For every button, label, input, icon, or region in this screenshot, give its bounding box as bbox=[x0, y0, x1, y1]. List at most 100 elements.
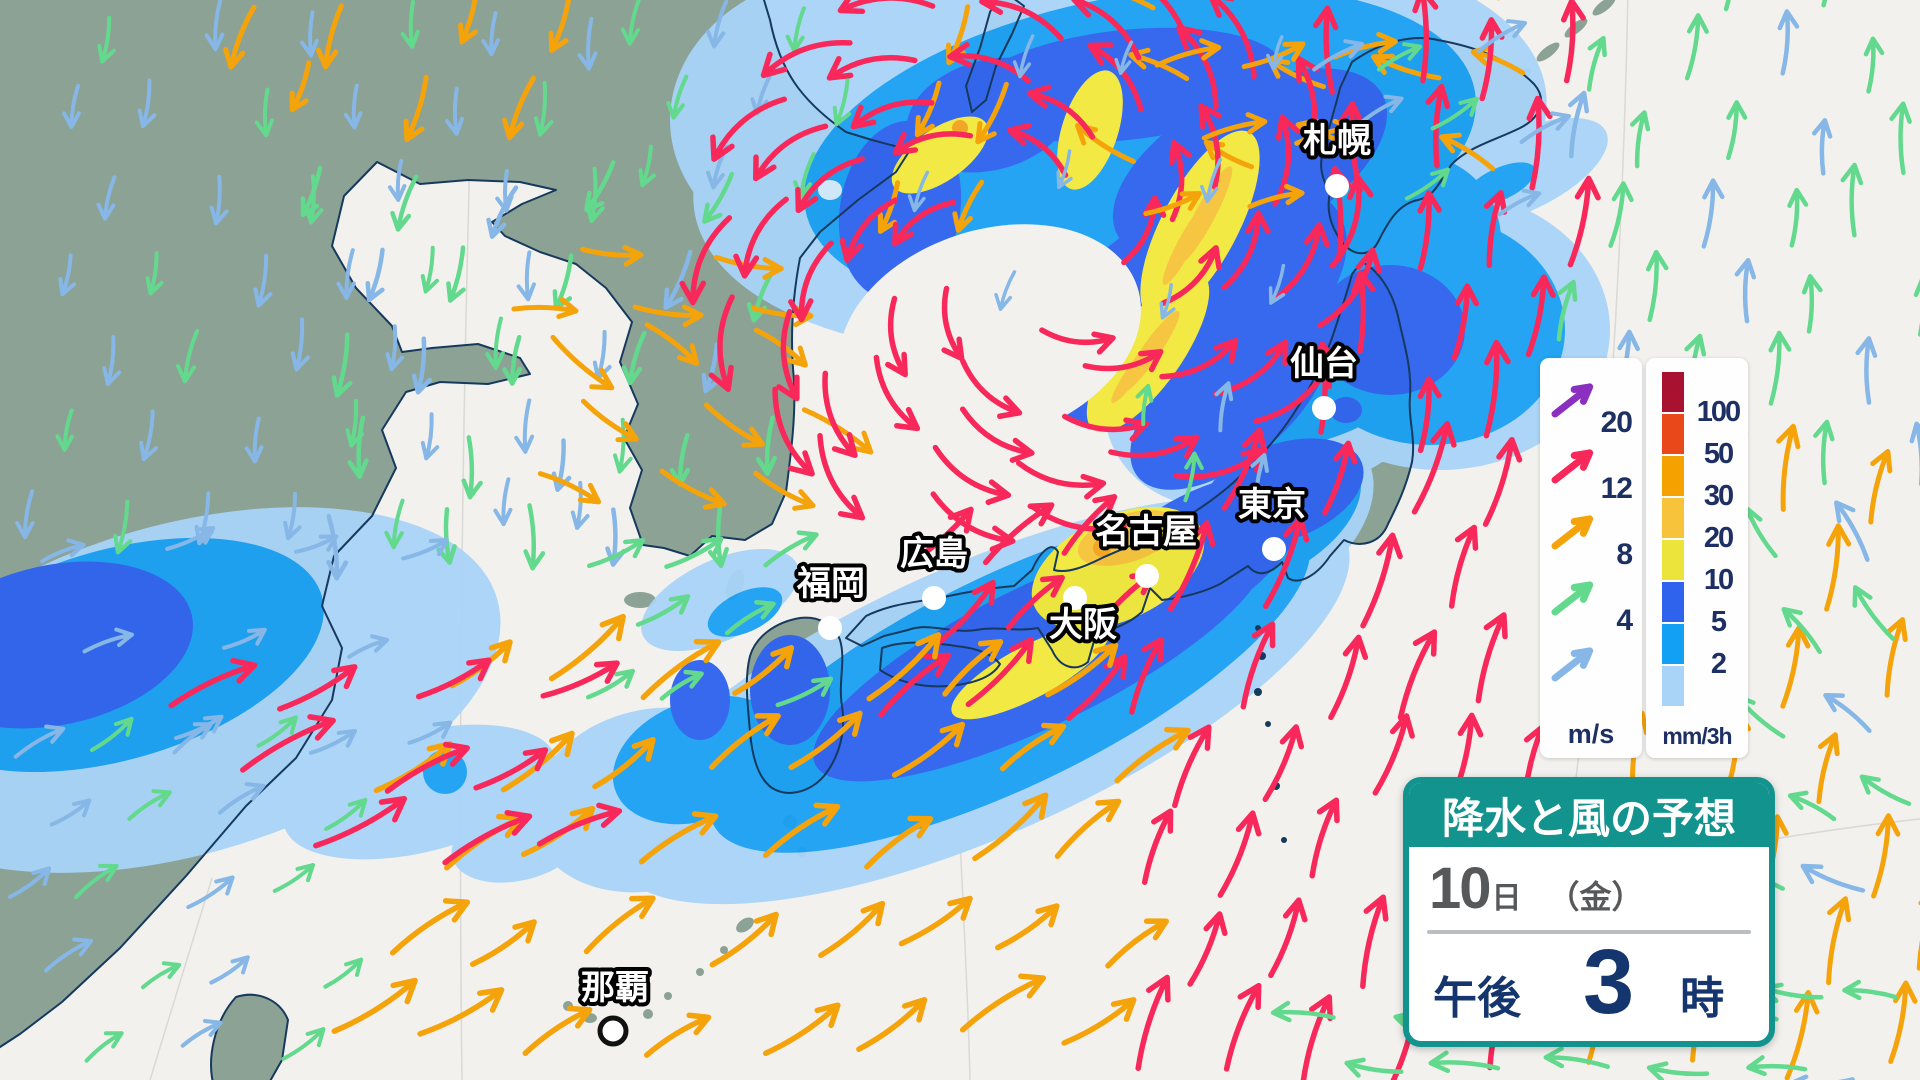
wind-arrow bbox=[995, 903, 1060, 951]
wind-arrow bbox=[1909, 421, 1920, 487]
wind-arrow bbox=[407, 720, 453, 745]
wind-arrow bbox=[444, 86, 464, 136]
precip-color-block bbox=[1662, 624, 1684, 664]
wind-arrow bbox=[1397, 629, 1438, 721]
wind-arrow bbox=[1417, 376, 1442, 454]
divider bbox=[1427, 930, 1751, 934]
precip-threshold-value: 10 bbox=[1703, 564, 1734, 596]
wind-arrow bbox=[701, 342, 721, 394]
wind-arrow bbox=[620, 0, 641, 46]
wind-arrow bbox=[994, 270, 1017, 311]
city-dot bbox=[597, 1015, 629, 1047]
wind-arrow bbox=[209, 955, 250, 985]
date-day-suffix: 日 bbox=[1491, 882, 1522, 915]
time-period: 午後 bbox=[1433, 974, 1521, 1023]
wind-arrow bbox=[1404, 167, 1450, 201]
wind-arrow bbox=[914, 80, 942, 138]
wind-arrow bbox=[1005, 574, 1065, 631]
wind-arrow bbox=[1328, 634, 1369, 721]
precip-threshold-value: 2 bbox=[1710, 648, 1727, 680]
wind-arrow bbox=[548, 613, 626, 682]
wind-arrow bbox=[877, 180, 901, 234]
wind-arrow bbox=[1787, 1074, 1855, 1080]
wind-arrow bbox=[709, 911, 779, 968]
wind-arrow bbox=[577, 16, 598, 71]
wind-arrow bbox=[972, 792, 1049, 862]
wind-arrow bbox=[222, 627, 267, 650]
wind-arrow bbox=[1300, 994, 1333, 1080]
wind-arrow bbox=[1268, 263, 1286, 305]
wind-arrow bbox=[516, 250, 536, 302]
wind-arrow bbox=[256, 715, 298, 748]
wind-arrow bbox=[165, 526, 216, 551]
precip-color-block bbox=[1662, 498, 1684, 538]
wind-arrow bbox=[442, 809, 533, 866]
wind-arrow bbox=[892, 199, 956, 247]
precipitation-layer-shape-shape bbox=[0, 561, 193, 729]
wind-arrow bbox=[640, 638, 722, 701]
wind-arrow bbox=[1823, 692, 1872, 734]
wind-arrow bbox=[1266, 35, 1284, 71]
wind-arrow bbox=[336, 248, 356, 300]
wind-arrow bbox=[90, 716, 134, 752]
wind-arrow bbox=[708, 294, 735, 393]
wind-arrow bbox=[1172, 724, 1212, 809]
wind-arrow bbox=[1114, 726, 1191, 784]
city-label: 東京 bbox=[1238, 486, 1306, 524]
wind-arrow bbox=[387, 158, 407, 202]
city-dot bbox=[1262, 537, 1286, 561]
wind-arrow bbox=[1871, 813, 1901, 899]
wind-arrow bbox=[145, 251, 164, 296]
wind-legend-arrow-icon bbox=[1551, 449, 1594, 484]
wind-arrow bbox=[1551, 449, 1594, 484]
wind-arrow bbox=[137, 78, 157, 129]
wind-arrow bbox=[1888, 980, 1918, 1064]
wind-arrow bbox=[837, 0, 936, 15]
wind-legend-row: 12 bbox=[1540, 430, 1642, 505]
wind-arrow bbox=[139, 409, 158, 462]
wind-arrow bbox=[1556, 279, 1578, 342]
city-dot bbox=[922, 586, 946, 610]
wind-arrow bbox=[1784, 989, 1820, 1080]
city-dot bbox=[1135, 564, 1159, 588]
wind-arrow bbox=[217, 782, 266, 815]
wind-arrow bbox=[1012, 34, 1035, 79]
wind-arrow bbox=[1221, 210, 1271, 291]
wind-arrow bbox=[1497, 188, 1542, 217]
wind-arrow bbox=[223, 4, 257, 70]
wind-arrow bbox=[932, 444, 1012, 505]
wind-arrow bbox=[832, 74, 852, 127]
wind-arrow bbox=[1198, 103, 1223, 190]
wind-arrow bbox=[1746, 1055, 1808, 1077]
wind-arrow bbox=[62, 83, 81, 129]
wind-arrow bbox=[283, 491, 302, 541]
wind-arrow bbox=[959, 406, 1035, 463]
wind-arrow bbox=[1187, 911, 1228, 987]
wind-arrow bbox=[1868, 449, 1893, 525]
wind-arrow bbox=[1780, 625, 1811, 709]
wind-arrow bbox=[522, 1005, 593, 1056]
land-shape bbox=[664, 992, 672, 1000]
wind-arrow bbox=[209, 174, 229, 226]
wind-arrow bbox=[1551, 647, 1594, 682]
wind-arrow bbox=[1776, 423, 1801, 512]
wind-arrow bbox=[82, 627, 134, 654]
wind-arrow bbox=[1813, 419, 1835, 486]
wind-arrow bbox=[1169, 139, 1193, 223]
wind-arrow bbox=[277, 664, 358, 712]
wind-arrow bbox=[1701, 178, 1725, 249]
wind-arrow bbox=[1344, 1057, 1404, 1078]
wind-arrow bbox=[586, 537, 646, 569]
wind-arrow bbox=[975, 81, 1009, 145]
wind-arrow bbox=[1045, 642, 1119, 698]
wind-arrow bbox=[864, 815, 934, 870]
wind-arrow bbox=[1154, 38, 1222, 68]
wind-arrow bbox=[96, 175, 117, 221]
wind-arrow bbox=[324, 797, 368, 831]
time-suffix: 時 bbox=[1680, 974, 1725, 1023]
wind-arrow bbox=[708, 713, 781, 771]
wind-arrow bbox=[753, 470, 816, 511]
wind-arrow bbox=[1105, 918, 1169, 969]
wind-arrow bbox=[537, 471, 602, 505]
